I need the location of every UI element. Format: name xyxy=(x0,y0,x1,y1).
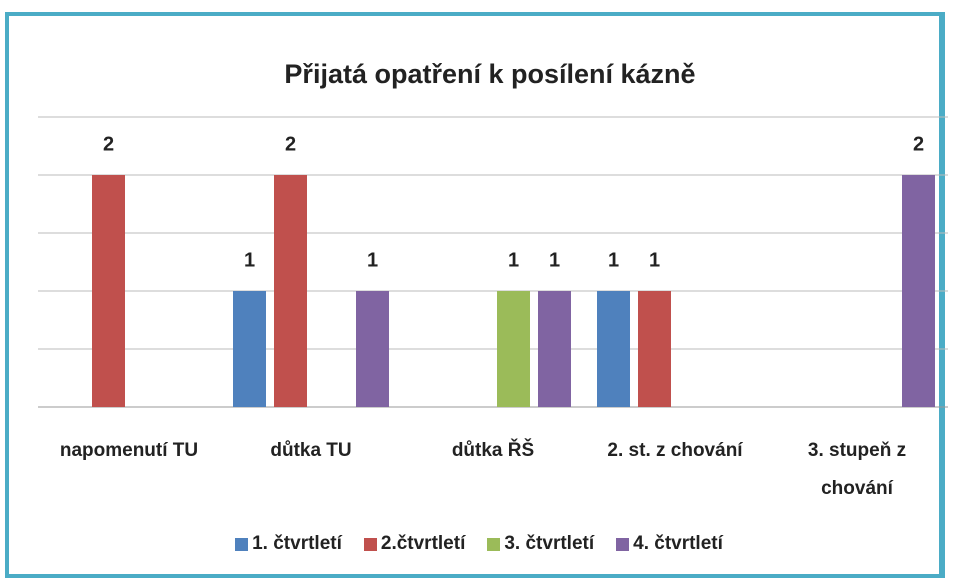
legend-item: 2.čtvrtletí xyxy=(363,533,466,555)
bar xyxy=(274,175,307,407)
x-tick-label: 3. stupeň z chování xyxy=(807,440,907,499)
data-label: 1 xyxy=(649,249,660,271)
legend-item: 1. čtvrtletí xyxy=(235,533,342,555)
data-label: 1 xyxy=(367,249,378,271)
data-label: 1 xyxy=(244,249,255,271)
bar xyxy=(597,291,630,407)
x-tick-label: důtka ŘŠ xyxy=(451,440,535,461)
data-label: 1 xyxy=(508,249,519,271)
bar xyxy=(356,291,389,407)
bar xyxy=(233,291,266,407)
x-tick-label: 2. st. z chování xyxy=(607,440,743,461)
legend-swatch xyxy=(616,537,630,551)
data-label: 2 xyxy=(285,133,296,155)
legend: 1. čtvrtletí 2.čtvrtletí 3. čtvrtletí 4. čt… xyxy=(0,533,958,555)
chart-title: Přijatá opatření k posílení kázně xyxy=(284,59,695,89)
bar xyxy=(538,291,571,407)
legend-item: 4. čtvrtletí xyxy=(616,533,723,555)
legend-swatch xyxy=(235,537,249,551)
chart-frame xyxy=(5,12,945,578)
legend-label: 2.čtvrtletí xyxy=(380,533,466,554)
data-label: 1 xyxy=(549,249,560,271)
legend-label: 4. čtvrtletí xyxy=(633,533,723,554)
legend-swatch xyxy=(363,537,377,551)
x-tick-label: důtka TU xyxy=(270,440,352,461)
data-label: 2 xyxy=(103,133,114,155)
data-label: 1 xyxy=(608,249,619,271)
legend-item: 3. čtvrtletí xyxy=(487,533,594,555)
legend-label: 1. čtvrtletí xyxy=(252,533,342,554)
data-label: 2 xyxy=(913,133,924,155)
legend-label: 3. čtvrtletí xyxy=(504,533,595,554)
bar xyxy=(902,175,935,407)
bar xyxy=(92,175,125,407)
bar xyxy=(497,291,530,407)
legend-swatch xyxy=(487,537,501,551)
bar xyxy=(638,291,671,407)
x-tick-label: napomenutí TU xyxy=(59,440,199,461)
